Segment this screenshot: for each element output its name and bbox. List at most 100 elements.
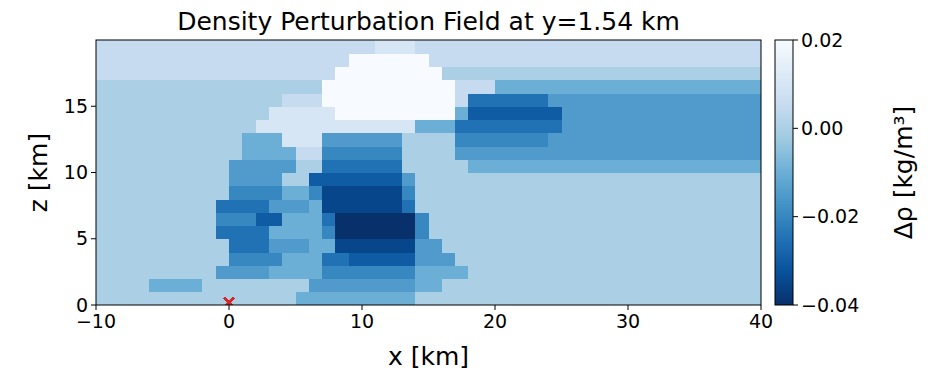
heatmap-cell bbox=[389, 159, 403, 173]
heatmap-cell bbox=[123, 67, 137, 81]
heatmap-cell bbox=[109, 279, 123, 293]
heatmap-cell bbox=[482, 226, 496, 240]
heatmap-cell bbox=[362, 212, 376, 226]
heatmap-cell bbox=[562, 120, 576, 134]
heatmap-cell bbox=[309, 199, 323, 213]
heatmap-cell bbox=[708, 159, 722, 173]
heatmap-cell bbox=[216, 159, 230, 173]
heatmap-cell bbox=[136, 265, 150, 279]
heatmap-cell bbox=[402, 265, 416, 279]
y-tick-label: 0 bbox=[76, 294, 88, 316]
heatmap-cell bbox=[615, 199, 629, 213]
heatmap-cell bbox=[242, 292, 256, 305]
heatmap-cell bbox=[176, 199, 190, 213]
heatmap-cell bbox=[269, 40, 283, 54]
heatmap-cell bbox=[655, 40, 669, 54]
heatmap-cell bbox=[149, 173, 163, 187]
heatmap-cells bbox=[96, 40, 761, 305]
heatmap-cell bbox=[482, 120, 496, 134]
heatmap-cell bbox=[522, 265, 536, 279]
heatmap-cell bbox=[575, 186, 589, 200]
heatmap-cell bbox=[163, 53, 177, 67]
heatmap-cell bbox=[216, 93, 230, 107]
heatmap-cell bbox=[495, 252, 509, 266]
heatmap-cell bbox=[309, 159, 323, 173]
heatmap-cell bbox=[335, 93, 349, 107]
heatmap-cell bbox=[615, 292, 629, 305]
heatmap-cell bbox=[149, 120, 163, 134]
heatmap-cell bbox=[628, 93, 642, 107]
heatmap-cell bbox=[668, 265, 682, 279]
heatmap-cell bbox=[429, 265, 443, 279]
heatmap-cell bbox=[628, 40, 642, 54]
heatmap-cell bbox=[522, 212, 536, 226]
heatmap-cell bbox=[588, 40, 602, 54]
heatmap-cell bbox=[575, 226, 589, 240]
heatmap-cell bbox=[362, 159, 376, 173]
heatmap-cell bbox=[375, 212, 389, 226]
heatmap-cell bbox=[535, 67, 549, 81]
heatmap-cell bbox=[482, 106, 496, 120]
heatmap-cell bbox=[641, 279, 655, 293]
heatmap-cell bbox=[269, 173, 283, 187]
heatmap-cell bbox=[468, 212, 482, 226]
heatmap-cell bbox=[588, 146, 602, 160]
colorbar-tick-label: −0.02 bbox=[801, 205, 859, 227]
heatmap-cell bbox=[468, 252, 482, 266]
heatmap-cell bbox=[748, 120, 761, 134]
heatmap-cell bbox=[402, 133, 416, 147]
heatmap-cell bbox=[575, 67, 589, 81]
heatmap-cell bbox=[202, 173, 216, 187]
heatmap-cell bbox=[429, 292, 443, 305]
heatmap-cell bbox=[109, 199, 123, 213]
colorbar-tick bbox=[793, 305, 798, 306]
heatmap-cell bbox=[415, 226, 429, 240]
heatmap-cell bbox=[429, 80, 443, 94]
heatmap-cell bbox=[202, 186, 216, 200]
heatmap-cell bbox=[508, 239, 522, 253]
heatmap-cell bbox=[708, 53, 722, 67]
heatmap-cell bbox=[748, 80, 761, 94]
heatmap-cell bbox=[123, 226, 137, 240]
heatmap-cell bbox=[575, 252, 589, 266]
heatmap-cell bbox=[149, 106, 163, 120]
heatmap-cell bbox=[482, 53, 496, 67]
heatmap-cell bbox=[588, 93, 602, 107]
heatmap-cell bbox=[628, 53, 642, 67]
heatmap-cell bbox=[335, 106, 349, 120]
heatmap-cell bbox=[269, 199, 283, 213]
heatmap-cell bbox=[149, 146, 163, 160]
heatmap-cell bbox=[508, 133, 522, 147]
heatmap-cell bbox=[229, 40, 243, 54]
heatmap-cell bbox=[256, 133, 270, 147]
heatmap-cell bbox=[322, 212, 336, 226]
heatmap-cell bbox=[163, 106, 177, 120]
heatmap-cell bbox=[269, 67, 283, 81]
heatmap-cell bbox=[615, 120, 629, 134]
heatmap-cell bbox=[641, 106, 655, 120]
heatmap-cell bbox=[136, 292, 150, 305]
heatmap-cell bbox=[548, 133, 562, 147]
heatmap-cell bbox=[149, 93, 163, 107]
heatmap-cell bbox=[216, 279, 230, 293]
heatmap-cell bbox=[548, 67, 562, 81]
heatmap-cell bbox=[389, 67, 403, 81]
heatmap-cell bbox=[123, 265, 137, 279]
heatmap-cell bbox=[535, 146, 549, 160]
colorbar-tick bbox=[793, 216, 798, 217]
heatmap-cell bbox=[149, 159, 163, 173]
heatmap-cell bbox=[695, 53, 709, 67]
heatmap-cell bbox=[681, 199, 695, 213]
heatmap-cell bbox=[296, 106, 310, 120]
heatmap-cell bbox=[109, 67, 123, 81]
heatmap-cell bbox=[296, 212, 310, 226]
heatmap-cell bbox=[588, 159, 602, 173]
heatmap-cell bbox=[468, 67, 482, 81]
heatmap-cell bbox=[402, 53, 416, 67]
heatmap-cell bbox=[242, 159, 256, 173]
heatmap-cell bbox=[176, 265, 190, 279]
heatmap-cell bbox=[668, 120, 682, 134]
heatmap-cell bbox=[229, 67, 243, 81]
heatmap-cell bbox=[708, 146, 722, 160]
heatmap-cell bbox=[442, 265, 456, 279]
